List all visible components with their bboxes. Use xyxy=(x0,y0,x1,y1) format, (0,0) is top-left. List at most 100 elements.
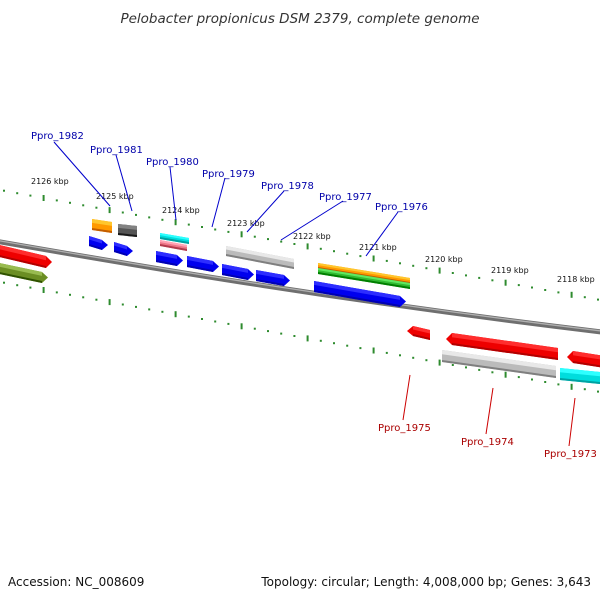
feature-blue-1979a-highlight xyxy=(187,256,213,265)
feature-green-1977[interactable] xyxy=(318,268,410,289)
leader-line-ppro-1975 xyxy=(402,374,411,421)
feature-orange-1977-highlight xyxy=(318,263,410,281)
feature-cyan-1973[interactable] xyxy=(560,368,600,384)
lower-scale-minor-tick xyxy=(425,359,428,362)
leader-line-ppro-1976 xyxy=(365,211,399,257)
lower-scale-minor-tick xyxy=(597,390,599,393)
feature-olive-left-highlight xyxy=(0,263,42,276)
feature-blue-1976[interactable] xyxy=(314,281,406,307)
lower-scale-minor-tick xyxy=(121,303,124,306)
leader-line-ppro-1979 xyxy=(211,177,226,228)
lower-scale-minor-tick xyxy=(95,298,98,301)
feature-gray-1974[interactable] xyxy=(442,350,556,378)
upper-scale-minor-tick xyxy=(293,243,296,245)
gene-label-ppro-1974[interactable]: Ppro_1974 xyxy=(461,437,514,448)
leader-line-ppro-1980 xyxy=(169,166,177,221)
upper-scale-major-tick xyxy=(42,195,45,201)
feature-blue-1979b[interactable] xyxy=(222,264,254,280)
feature-blue-1980-highlight xyxy=(156,251,177,259)
lower-scale-major-tick xyxy=(174,311,177,318)
genome-backbone xyxy=(0,239,600,335)
lower-scale-minor-tick xyxy=(135,305,137,308)
upper-scale-minor-tick xyxy=(491,279,494,282)
upper-scale-minor-tick xyxy=(201,226,203,228)
lower-scale-minor-tick xyxy=(557,383,560,386)
leader-line-ppro-1974 xyxy=(485,387,494,435)
upper-scale-minor-tick xyxy=(412,264,415,267)
feature-blue-1979b-highlight xyxy=(222,264,248,273)
feature-blue-1978[interactable] xyxy=(256,270,290,286)
lower-scale-minor-tick xyxy=(465,366,467,369)
leader-line-ppro-1978 xyxy=(246,190,285,233)
kbp-label-2118: 2118 kbp xyxy=(557,275,595,284)
feature-green-1977-shadow xyxy=(318,272,410,289)
gene-label-ppro-1982[interactable]: Ppro_1982 xyxy=(31,131,84,142)
feature-blue-1980[interactable] xyxy=(156,251,183,266)
upper-scale-minor-tick xyxy=(359,255,362,258)
feature-red-left[interactable] xyxy=(0,244,52,268)
upper-scale-minor-tick xyxy=(465,274,467,277)
lower-scale-minor-tick xyxy=(148,308,151,311)
gene-label-ppro-1975[interactable]: Ppro_1975 xyxy=(378,423,431,434)
feature-red-1975[interactable] xyxy=(407,326,430,340)
leader-line-ppro-1973 xyxy=(568,397,576,447)
feature-blue-1978-highlight xyxy=(256,270,284,279)
feature-blue-1976-highlight xyxy=(314,281,400,300)
upper-scale-major-tick xyxy=(570,291,573,298)
feature-cyan-1980[interactable] xyxy=(160,233,189,244)
upper-scale-minor-tick xyxy=(451,272,454,274)
feature-gray-1981-highlight xyxy=(118,224,137,230)
leader-line-ppro-1982 xyxy=(53,141,111,207)
feature-red-1973[interactable] xyxy=(567,351,600,368)
feature-blue-1982-highlight xyxy=(89,236,102,244)
feature-red-1975-shadow xyxy=(413,334,430,340)
gene-labels-bottom: Ppro_1975 Ppro_1974 Ppro_1973 xyxy=(378,423,597,460)
leader-lines xyxy=(53,141,576,447)
feature-red-1974a[interactable] xyxy=(446,333,558,360)
gene-label-ppro-1981[interactable]: Ppro_1981 xyxy=(90,145,143,156)
feature-olive-left[interactable] xyxy=(0,262,48,283)
gene-label-ppro-1973[interactable]: Ppro_1973 xyxy=(544,449,597,460)
lower-scale-minor-tick xyxy=(531,378,533,381)
lower-scale-minor-tick xyxy=(491,371,494,374)
feature-red-1975-highlight xyxy=(413,326,430,334)
gene-label-ppro-1980[interactable]: Ppro_1980 xyxy=(146,157,199,168)
upper-scale-minor-tick xyxy=(16,192,19,195)
lower-scale-minor-tick xyxy=(478,368,481,371)
feature-gray-1978[interactable] xyxy=(226,246,294,269)
feature-blue-1981-highlight xyxy=(114,242,127,250)
upper-scale-minor-tick xyxy=(29,194,32,197)
feature-blue-1979a[interactable] xyxy=(187,256,219,272)
feature-cyan-1973-highlight xyxy=(560,368,600,377)
lower-scale-minor-tick xyxy=(359,347,362,350)
feature-gray-1981[interactable] xyxy=(118,224,137,237)
map-title: Pelobacter propionicus DSM 2379, complet… xyxy=(120,11,479,27)
feature-pink-1980[interactable] xyxy=(160,240,187,251)
upper-scale-minor-tick xyxy=(385,259,388,262)
feature-orange-1982[interactable] xyxy=(92,219,112,233)
gene-label-ppro-1977[interactable]: Ppro_1977 xyxy=(319,192,372,203)
lower-scale-major-tick xyxy=(570,383,573,390)
gene-label-ppro-1976[interactable]: Ppro_1976 xyxy=(375,202,428,213)
upper-scale-minor-tick xyxy=(399,262,401,265)
feature-blue-1982[interactable] xyxy=(89,236,108,250)
feature-cyan-1973-shadow xyxy=(560,378,600,384)
kbp-label-2125: 2125 kbp xyxy=(96,192,134,201)
kbp-label-2126: 2126 kbp xyxy=(31,177,69,186)
kbp-label-2122: 2122 kbp xyxy=(293,232,331,241)
gene-label-ppro-1979[interactable]: Ppro_1979 xyxy=(202,169,255,180)
lower-scale-minor-tick xyxy=(82,296,85,299)
lower-scale-minor-tick xyxy=(333,342,335,345)
lower-scale-major-tick xyxy=(240,323,243,330)
feature-green-1977-highlight xyxy=(318,268,410,286)
feature-red-1974a-highlight xyxy=(452,333,558,353)
feature-blue-1981[interactable] xyxy=(114,242,133,256)
gene-label-ppro-1978[interactable]: Ppro_1978 xyxy=(261,181,314,192)
upper-scale-minor-tick xyxy=(557,291,560,294)
kbp-label-2119: 2119 kbp xyxy=(491,266,529,275)
lower-scale-major-tick xyxy=(306,335,309,342)
upper-scale-major-tick xyxy=(306,243,309,250)
feature-blue-1979b-shadow xyxy=(222,273,248,280)
upper-scale-major-tick xyxy=(174,219,177,226)
